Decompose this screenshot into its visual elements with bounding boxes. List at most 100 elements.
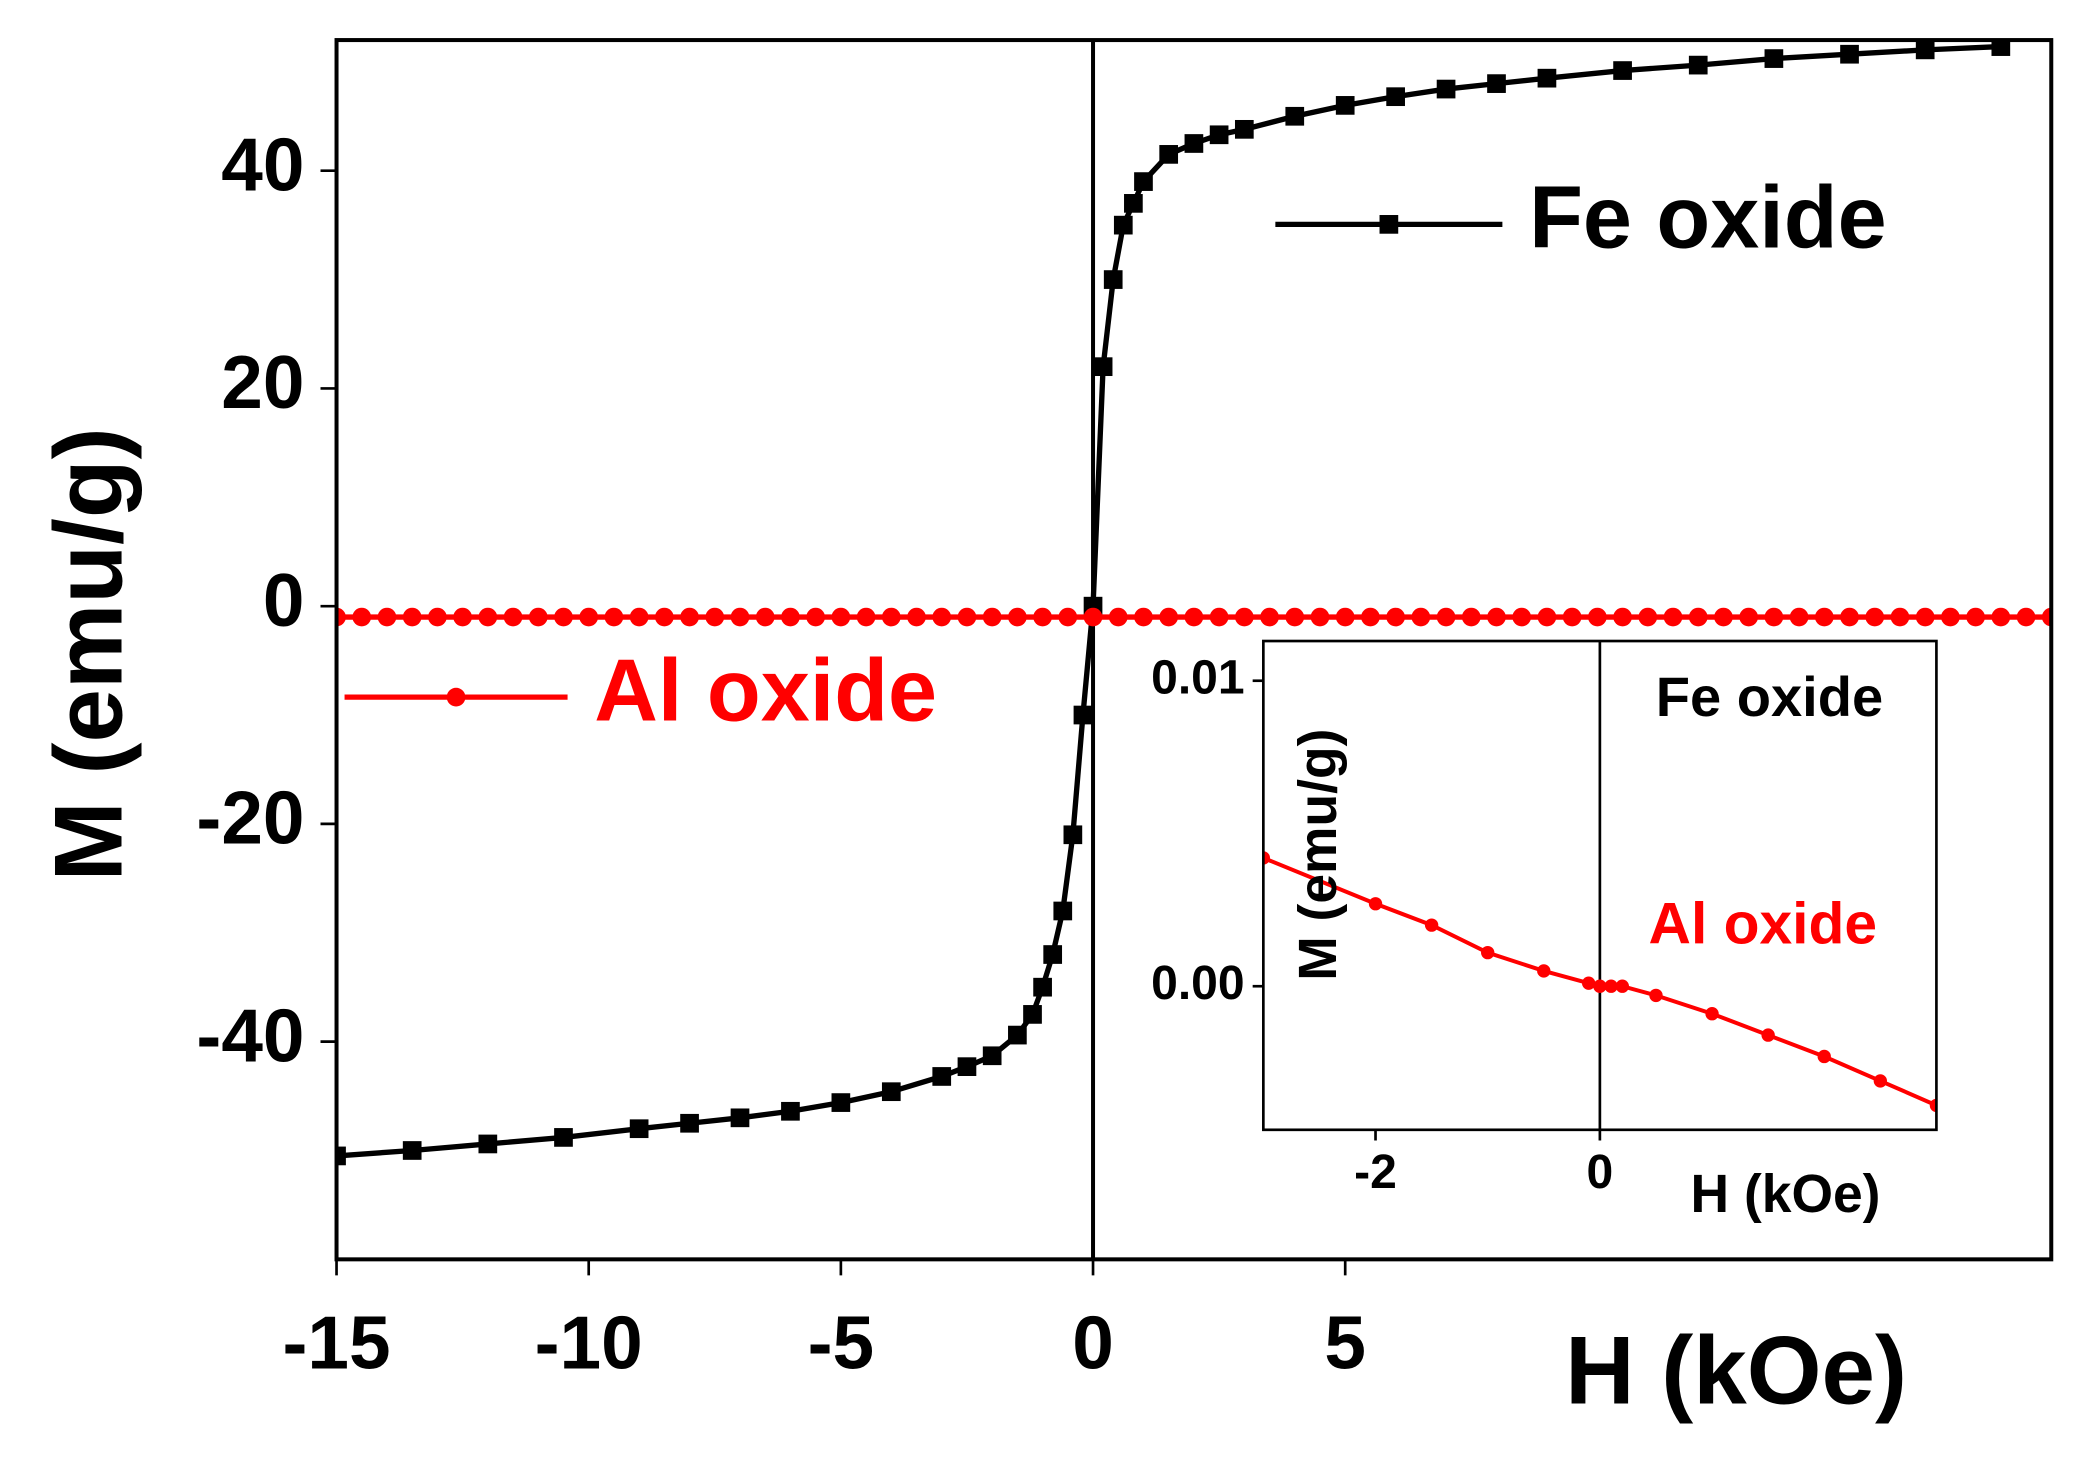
marker [1613,607,1632,627]
marker [1033,977,1052,997]
marker [932,607,952,627]
chart-1: 0.00 0.01 -2 0 Al oxide Fe oxide H (kOe) M (emu… [1151,639,1938,1224]
marker [1184,607,1204,627]
marker [1663,607,1683,627]
y-tick-label: 20 [221,340,304,424]
marker [1840,607,1859,627]
marker [1234,119,1254,139]
marker [1184,134,1204,153]
marker [1512,607,1532,627]
marker [2016,607,2036,627]
marker [831,607,851,627]
marker [1361,607,1380,627]
marker [1814,607,1834,627]
marker [478,1134,498,1154]
x-tick-label: -5 [808,1301,874,1385]
marker [1103,270,1123,289]
marker [1991,40,2011,56]
marker [1008,607,1027,627]
marker [1941,607,1960,627]
marker [1209,607,1229,627]
marker [1093,357,1113,377]
marker [428,607,447,627]
marker [1873,1074,1888,1088]
marker [1159,607,1179,627]
marker [336,1146,346,1166]
marker [1705,1007,1719,1021]
marker [1688,55,1708,75]
marker [655,607,674,627]
marker [1739,607,1759,627]
marker [932,1067,952,1086]
marker [1310,607,1330,627]
marker [1537,68,1557,88]
marker [453,607,472,627]
marker [730,1108,750,1128]
marker [1209,125,1229,145]
marker [705,607,725,627]
marker [629,607,649,627]
marker [1915,40,1935,60]
marker [1562,607,1582,627]
y-tick-label: 40 [221,122,304,206]
marker [1424,918,1439,932]
marker [831,1093,851,1112]
marker [907,607,926,627]
y-tick-label: -40 [196,993,304,1077]
marker [604,607,624,627]
marker [1481,945,1495,960]
series-label: Al oxide [1649,892,1878,957]
marker [856,607,876,627]
marker [1865,607,1885,627]
x-tick-label: -10 [535,1301,643,1385]
marker [1581,976,1596,990]
marker [1461,607,1481,627]
x-tick-label: 0 [1072,1301,1114,1385]
marker [730,607,750,627]
marker [1124,194,1143,213]
marker [982,1046,1002,1066]
marker [1688,607,1708,627]
marker [2041,607,2052,627]
marker [1615,979,1629,993]
marker [680,607,699,627]
marker [1604,979,1618,993]
marker [1638,607,1658,627]
y-tick-label: 0.00 [1151,956,1245,1010]
marker [1929,1098,1937,1113]
marker [1073,705,1093,725]
x-tick-label: -2 [1354,1145,1397,1199]
marker [1134,172,1153,191]
marker [1613,61,1632,80]
marker [1368,897,1383,911]
marker [881,1082,901,1102]
marker [1053,901,1073,921]
plot-data [336,40,2052,1166]
marker [1537,964,1551,978]
marker [781,607,800,627]
marker [336,607,346,627]
marker [1761,1028,1775,1042]
marker [1063,825,1083,845]
annotation: Fe oxide [1656,665,1884,728]
marker [1285,106,1305,126]
marker [352,607,372,627]
x-axis-label: H (kOe) [1691,1165,1881,1224]
marker [1285,607,1305,627]
marker [1234,607,1254,627]
marker [957,1057,977,1077]
marker [1915,607,1935,627]
marker [806,607,825,627]
legend-label: Al oxide [594,640,937,739]
marker [1649,988,1663,1003]
marker [1134,607,1153,627]
marker [377,607,397,627]
marker [402,1141,422,1160]
marker [503,607,523,627]
y-tick-label: -20 [196,776,304,860]
marker [1008,1025,1027,1045]
x-axis-label: H (kOe) [1565,1318,1907,1425]
